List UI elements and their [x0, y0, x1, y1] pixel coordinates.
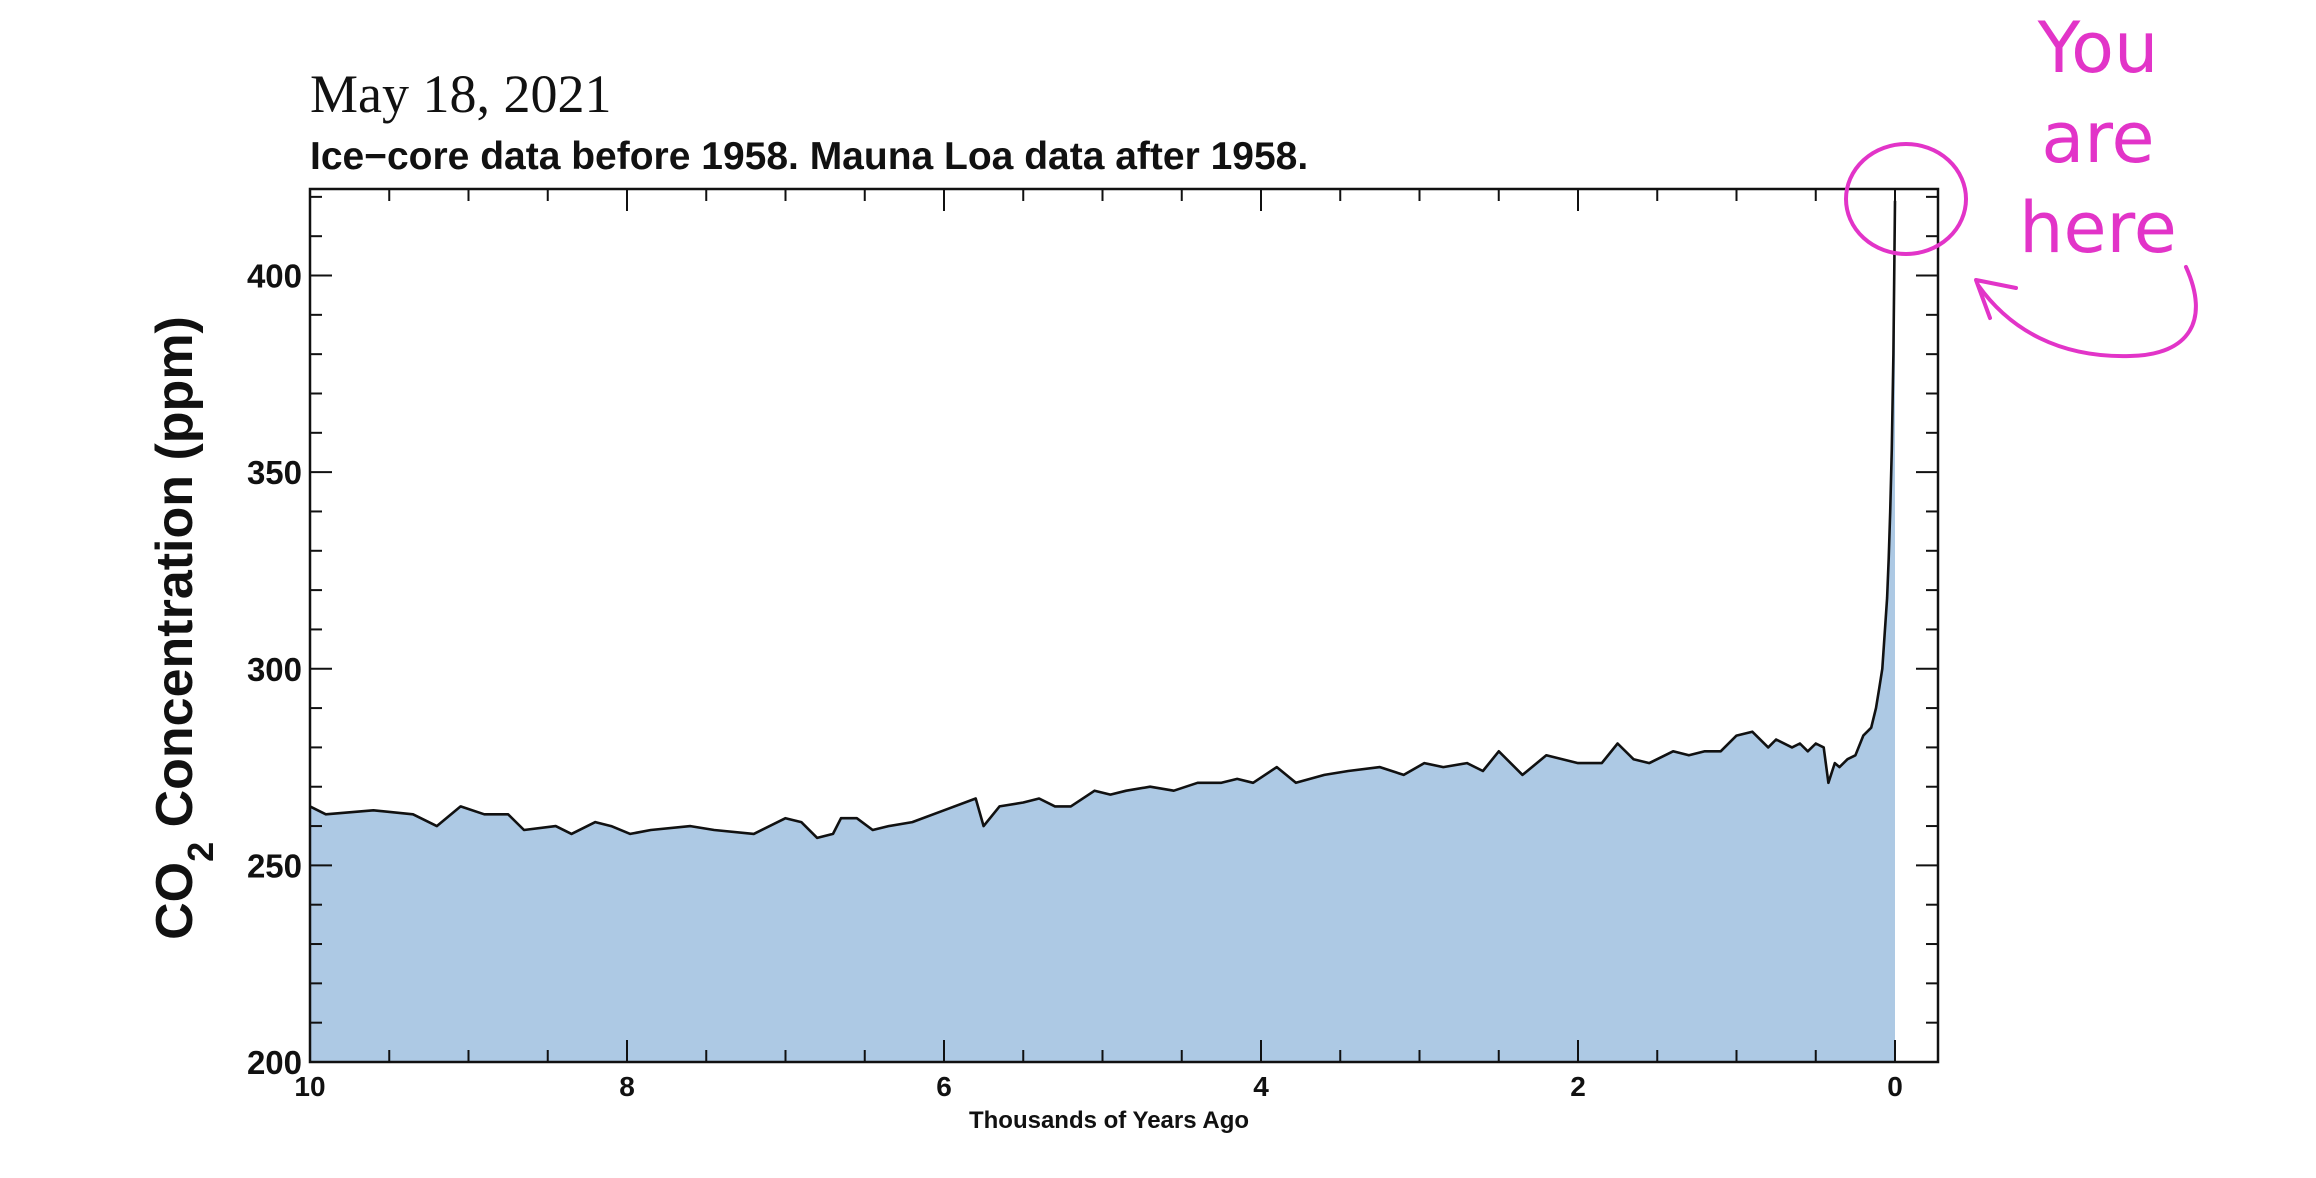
y-tick-label: 250 — [247, 847, 302, 884]
x-tick-label: 0 — [1887, 1071, 1903, 1102]
x-tick-label: 10 — [294, 1071, 325, 1102]
y-tick-label: 300 — [247, 651, 302, 688]
x-tick-label: 4 — [1253, 1071, 1269, 1102]
co2-line — [309, 200, 1897, 840]
y-tick-label: 200 — [247, 1044, 302, 1081]
x-tick-label: 2 — [1570, 1071, 1586, 1102]
y-tick-label: 350 — [247, 454, 302, 491]
chart-subtitle: Ice−core data before 1958. Mauna Loa dat… — [310, 135, 1308, 178]
x-tick-label: 8 — [619, 1071, 635, 1102]
annotation-line-1: You — [2037, 7, 2159, 89]
plot-frame — [308, 187, 1940, 1064]
arrow-head-icon — [1974, 278, 2018, 320]
y-axis-title: CO2 Concentration (ppm) — [146, 316, 221, 940]
chart-date: May 18, 2021 — [310, 64, 611, 124]
annotation-line-2: are — [2041, 97, 2154, 179]
x-tick-label: 6 — [936, 1071, 952, 1102]
y-tick-label: 400 — [247, 258, 302, 295]
x-axis-title: Thousands of Years Ago — [969, 1107, 1249, 1134]
annotation-line-3: here — [2019, 187, 2177, 269]
area-fill — [310, 200, 1895, 1063]
highlight-circle-icon — [1844, 142, 1968, 256]
curved-arrow-icon — [1976, 265, 2198, 359]
you-are-here-annotation: You are here — [1844, 7, 2198, 359]
